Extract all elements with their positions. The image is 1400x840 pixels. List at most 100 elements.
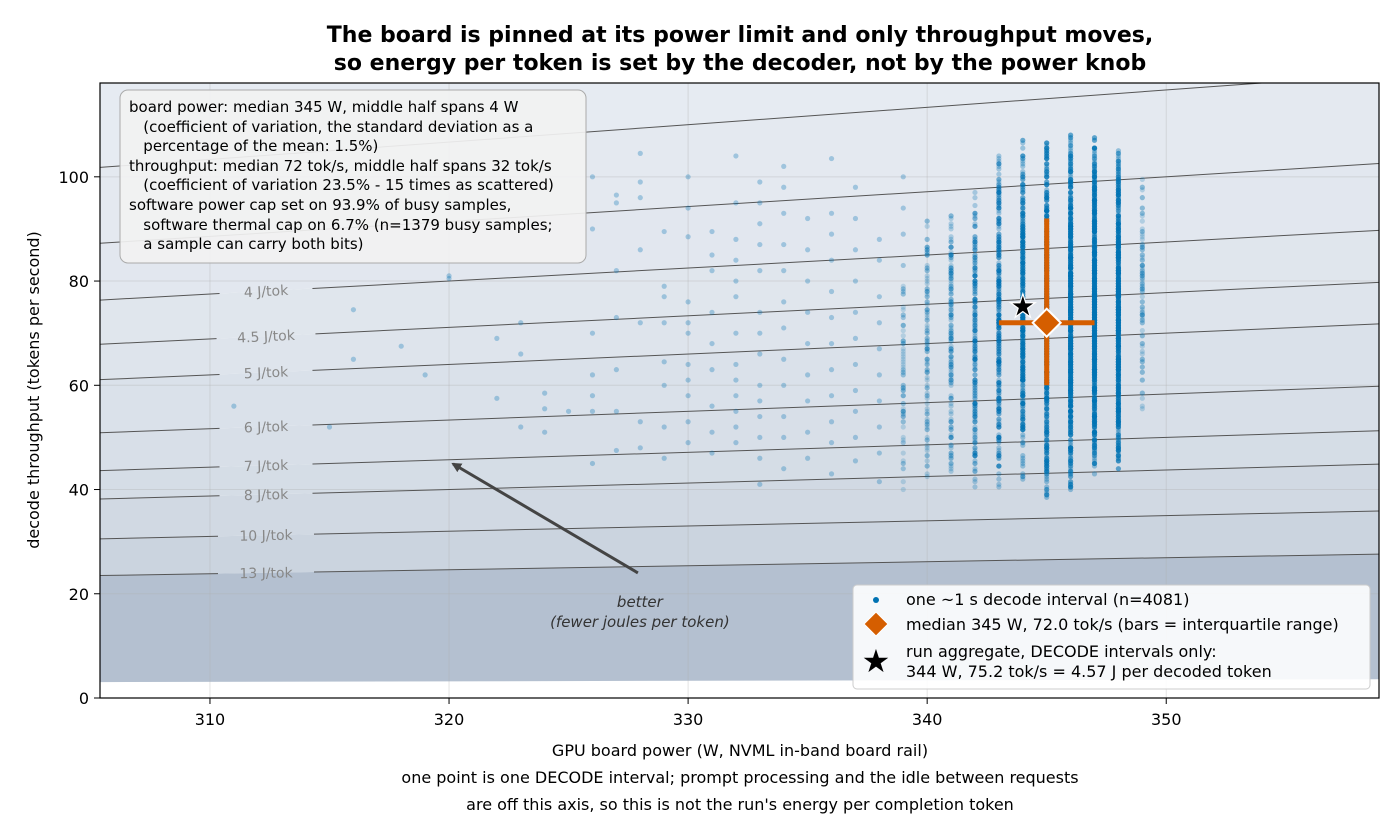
decode-interval-point bbox=[1091, 169, 1098, 175]
decode-interval-point bbox=[1139, 195, 1145, 201]
decode-interval-point bbox=[1044, 150, 1050, 156]
decode-interval-point bbox=[1091, 416, 1098, 422]
decode-interval-point bbox=[972, 210, 978, 216]
decode-interval-point bbox=[1068, 354, 1074, 360]
decode-interval-point bbox=[1068, 265, 1074, 271]
decode-interval-point bbox=[1068, 202, 1074, 209]
decode-interval-point bbox=[1020, 197, 1026, 203]
decode-interval-point bbox=[1068, 458, 1074, 464]
decode-interval-point bbox=[924, 244, 930, 250]
decode-interval-point bbox=[972, 460, 978, 467]
decode-interval-point bbox=[948, 426, 954, 433]
decode-interval-point bbox=[1020, 309, 1026, 315]
decode-interval-point bbox=[948, 270, 954, 276]
decode-interval-point bbox=[924, 426, 930, 433]
decode-interval-point bbox=[948, 335, 954, 341]
decode-interval-point bbox=[1068, 335, 1074, 341]
decode-interval-point bbox=[996, 476, 1002, 482]
decode-interval-point bbox=[972, 244, 978, 250]
decode-interval-point bbox=[948, 265, 954, 271]
decode-interval-point bbox=[1020, 398, 1026, 404]
decode-interval-point bbox=[1068, 195, 1074, 201]
decode-interval-point bbox=[1068, 299, 1074, 305]
decode-interval-point bbox=[972, 265, 978, 271]
decode-interval-point bbox=[900, 408, 906, 414]
decode-interval-point bbox=[972, 273, 978, 279]
decode-interval-point bbox=[1020, 291, 1026, 297]
decode-interval-point bbox=[1044, 145, 1050, 151]
decode-interval-point bbox=[1091, 254, 1098, 261]
decode-interval-point bbox=[1091, 234, 1098, 240]
decode-interval-point bbox=[900, 288, 906, 295]
decode-interval-point bbox=[900, 466, 906, 472]
decode-interval-point bbox=[972, 333, 978, 339]
decode-interval-point bbox=[972, 429, 978, 435]
decode-interval-point bbox=[1091, 281, 1098, 287]
decode-interval-point bbox=[924, 294, 930, 300]
decode-interval-point bbox=[1068, 270, 1074, 276]
decode-interval-point bbox=[924, 437, 930, 443]
decode-interval-point bbox=[1044, 202, 1050, 209]
decode-interval-point bbox=[1068, 340, 1074, 347]
decode-interval-point bbox=[1068, 307, 1074, 313]
decode-interval-point bbox=[1020, 221, 1026, 227]
decode-interval-point bbox=[996, 278, 1002, 284]
decode-interval-point bbox=[1020, 372, 1026, 378]
decode-interval-point bbox=[972, 317, 978, 323]
decode-interval-point bbox=[828, 231, 835, 237]
decode-interval-point bbox=[1068, 369, 1074, 375]
decode-interval-point bbox=[1091, 301, 1098, 308]
decode-interval-point bbox=[781, 325, 787, 331]
decode-interval-point bbox=[1068, 372, 1074, 378]
decode-interval-point bbox=[972, 247, 978, 253]
decode-interval-point bbox=[1068, 393, 1074, 399]
iso-energy-label: 8 J/tok bbox=[244, 487, 290, 504]
decode-interval-point bbox=[996, 424, 1002, 430]
decode-interval-point bbox=[1068, 244, 1074, 250]
decode-interval-point bbox=[924, 369, 930, 375]
decode-interval-point bbox=[1139, 252, 1145, 258]
decode-interval-point bbox=[1020, 372, 1026, 378]
x-tick-label: 320 bbox=[434, 710, 465, 729]
decode-interval-point bbox=[996, 215, 1002, 222]
decode-interval-point bbox=[996, 268, 1002, 274]
decode-interval-point bbox=[1020, 393, 1026, 399]
decode-interval-point bbox=[1091, 273, 1098, 279]
decode-interval-point bbox=[1068, 369, 1074, 375]
decode-interval-point bbox=[1091, 367, 1098, 373]
decode-interval-point bbox=[1091, 192, 1098, 198]
decode-interval-point bbox=[1091, 228, 1098, 235]
decode-interval-point bbox=[1044, 197, 1050, 203]
decode-interval-point bbox=[422, 372, 428, 378]
decode-interval-point bbox=[1068, 314, 1074, 321]
decode-interval-point bbox=[1020, 247, 1026, 253]
decode-interval-point bbox=[1091, 343, 1098, 349]
decode-interval-point bbox=[1020, 176, 1026, 183]
decode-interval-point bbox=[709, 340, 715, 347]
decode-interval-point bbox=[996, 335, 1002, 341]
decode-interval-point bbox=[1068, 270, 1074, 276]
decode-interval-point bbox=[1091, 249, 1098, 255]
decode-interval-point bbox=[1068, 400, 1074, 407]
decode-interval-point bbox=[996, 281, 1002, 287]
decode-interval-point bbox=[1068, 273, 1074, 279]
decode-interval-point bbox=[1068, 374, 1074, 381]
decode-interval-point bbox=[1091, 309, 1098, 315]
decode-interval-point bbox=[1068, 361, 1074, 368]
decode-interval-point bbox=[972, 406, 978, 412]
decode-interval-point bbox=[1091, 286, 1098, 292]
decode-interval-point bbox=[1020, 239, 1026, 245]
decode-interval-point bbox=[1020, 354, 1026, 360]
decode-interval-point bbox=[1020, 254, 1026, 261]
decode-interval-point bbox=[1020, 291, 1026, 297]
decode-interval-point bbox=[1068, 309, 1074, 315]
decode-interval-point bbox=[1068, 364, 1074, 370]
decode-interval-point bbox=[709, 403, 715, 409]
decode-interval-point bbox=[1020, 296, 1026, 302]
decode-interval-point bbox=[1020, 314, 1026, 321]
decode-interval-point bbox=[996, 312, 1002, 318]
decode-interval-point bbox=[1091, 291, 1098, 297]
decode-interval-point bbox=[1044, 455, 1050, 461]
decode-interval-point bbox=[1068, 340, 1074, 347]
decode-interval-point bbox=[1091, 346, 1098, 352]
